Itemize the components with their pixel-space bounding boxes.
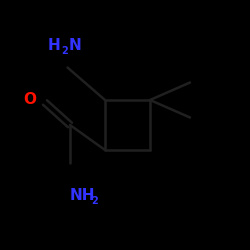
Text: 2: 2: [61, 46, 68, 56]
Text: 2: 2: [91, 196, 98, 206]
Text: NH: NH: [70, 188, 96, 202]
Text: N: N: [69, 38, 82, 52]
Text: H: H: [48, 38, 60, 52]
Text: O: O: [24, 92, 36, 108]
